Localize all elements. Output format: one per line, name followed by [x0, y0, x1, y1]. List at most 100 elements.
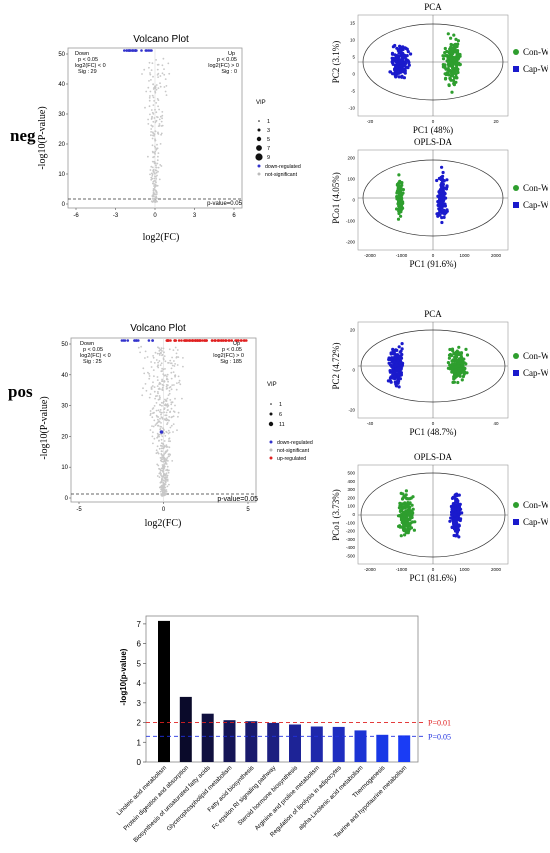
score-x-tick-label: -2000 [364, 567, 376, 572]
volcano-point [153, 162, 156, 165]
volcano-point [157, 361, 160, 364]
volcano-x-tick-label: -5 [76, 507, 82, 513]
volcano-point [162, 427, 164, 430]
con-w-score-point [450, 354, 454, 358]
volcano-point [155, 171, 158, 174]
volcano-point [155, 164, 157, 167]
con-w-score-point [452, 76, 457, 80]
volcano-x-label: log2(FC) [143, 232, 180, 243]
score-x-tick-label: 1000 [459, 253, 470, 258]
volcano-y-tick-label: 40 [58, 82, 65, 88]
con-w-score-point [447, 83, 451, 87]
volcano-point [161, 478, 163, 481]
volcano-up-point [237, 339, 240, 342]
cap-w-score-point [393, 71, 397, 75]
volcano-point [159, 409, 162, 411]
cap-w-score-point [403, 53, 407, 57]
volcano-point [159, 459, 162, 462]
volcano-point [166, 457, 169, 459]
volcano-point [163, 440, 166, 442]
cap-w-score-point [450, 496, 455, 500]
volcano-point [166, 465, 169, 468]
volcano-point [175, 352, 178, 355]
cap-w-score-point [437, 195, 441, 199]
volcano-point [164, 368, 166, 370]
row-label-pos: pos [8, 382, 33, 401]
cap-w-score-point [395, 363, 399, 367]
volcano-y-label: -log10(P-value) [39, 396, 50, 459]
volcano-point [159, 115, 162, 118]
con-w-score-point [451, 380, 455, 384]
vip-size-label: 7 [267, 146, 270, 152]
bar-y-tick-label: 7 [137, 620, 142, 629]
score-y-tick-label: 200 [347, 495, 355, 500]
volcano-down-name: Down [80, 341, 94, 347]
volcano-point [155, 102, 158, 104]
score-plot-ellipse [362, 159, 504, 237]
cap-w-score-point [399, 349, 403, 353]
volcano-point [162, 468, 165, 471]
volcano-point [163, 374, 166, 377]
volcano-point [161, 353, 164, 356]
pathway-bar [223, 720, 236, 762]
volcano-point [158, 108, 161, 111]
volcano-point [148, 396, 151, 399]
volcano-point [169, 386, 172, 388]
volcano-point [163, 355, 166, 357]
volcano-point [157, 416, 160, 418]
volcano-y-tick-label: 10 [58, 172, 65, 178]
cap-w-score-point [398, 47, 402, 51]
volcano-point [154, 90, 156, 93]
con-w-score-point [441, 65, 445, 69]
con-w-score-point [453, 45, 457, 49]
con-w-score-point [408, 501, 412, 505]
con-w-score-point [441, 57, 446, 61]
volcano-point [158, 354, 161, 356]
volcano-point [154, 351, 157, 354]
score-legend-marker [513, 66, 519, 72]
volcano-x-tick-label: -3 [113, 213, 119, 219]
volcano-down-point [150, 49, 153, 52]
volcano-point [173, 365, 176, 367]
volcano-up-point [173, 339, 177, 342]
volcano-point [160, 472, 162, 475]
volcano-down-point [134, 49, 137, 52]
volcano-point [160, 362, 163, 365]
volcano-point [160, 494, 163, 497]
volcano-point [152, 188, 155, 190]
volcano-up-point [213, 339, 216, 342]
con-w-score-point [397, 187, 401, 191]
score-y-tick-label: -100 [346, 219, 356, 224]
volcano-point [153, 160, 155, 163]
cap-w-score-point [456, 510, 460, 514]
pathway-bar [398, 735, 411, 762]
score-y-tick-label: 5 [352, 55, 355, 60]
volcano-point [161, 367, 164, 370]
volcano-point [148, 61, 151, 64]
cap-w-score-point [397, 385, 401, 389]
volcano-point [166, 409, 169, 411]
score-y-tick-label: 500 [347, 471, 355, 476]
volcano-point [159, 490, 162, 493]
volcano-point [166, 449, 169, 451]
volcano-point [158, 476, 161, 478]
volcano-point [152, 180, 155, 183]
con-w-score-point [399, 534, 403, 538]
score-y-tick-label: 15 [350, 21, 356, 26]
volcano-point [170, 407, 173, 410]
volcano-point [148, 375, 151, 377]
volcano-point [148, 97, 151, 99]
volcano-y-tick-label: 0 [65, 496, 69, 502]
volcano-point [161, 456, 163, 459]
volcano-down-point [137, 339, 140, 342]
score-legend-label: Con-W [523, 500, 548, 510]
volcano-point [160, 493, 163, 495]
volcano-point [157, 152, 160, 154]
cap-w-score-point [405, 54, 409, 58]
volcano-point [147, 86, 150, 89]
volcano-legend-marker [257, 164, 261, 168]
score-y-tick-label: 300 [347, 487, 355, 492]
score-legend-label: Con-W [523, 47, 548, 57]
volcano-point [156, 352, 159, 355]
score-legend-marker [513, 519, 519, 525]
